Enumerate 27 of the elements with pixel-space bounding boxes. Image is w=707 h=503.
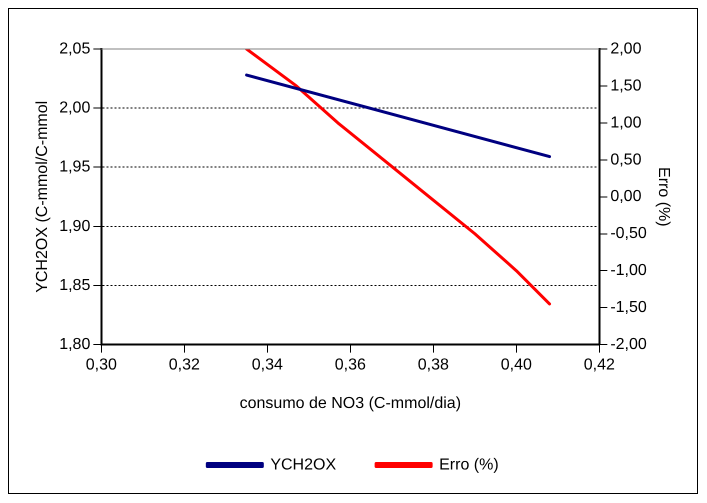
y-tick-label: 1,85 — [59, 276, 90, 294]
y2-tick-label: -0,50 — [610, 225, 647, 242]
y2-tick-label: 1,00 — [610, 114, 642, 132]
x-tick-label: 0,32 — [168, 356, 200, 374]
y2-axis-title: Erro (%) — [654, 167, 672, 227]
x-tick-label: 0,38 — [418, 356, 450, 374]
y-tick-label: 1,80 — [59, 336, 90, 354]
x-tick-label: 0,40 — [500, 356, 532, 374]
y-tick-label: 2,05 — [59, 40, 90, 58]
y2-tick-label: -1,50 — [610, 299, 647, 316]
y-tick-label: 1,90 — [59, 218, 90, 235]
x-tick-label: 0,34 — [252, 356, 284, 374]
y2-tick-label: 2,00 — [610, 40, 642, 58]
x-tick-label: 0,36 — [334, 356, 366, 374]
x-tick-label: 0,42 — [584, 356, 616, 374]
y2-tick-label: 0,00 — [610, 188, 642, 206]
x-tick-label: 0,30 — [86, 356, 118, 374]
y-tick-label: 2,00 — [59, 100, 90, 117]
y2-tick-label: 1,50 — [610, 77, 642, 94]
y2-tick-label: -2,00 — [610, 336, 647, 354]
legend-label: Erro (%) — [439, 456, 499, 474]
legend-label: YCH2OX — [270, 456, 336, 474]
y2-tick-label: -1,00 — [610, 262, 647, 280]
x-axis-title: consumo de NO3 (C-mmol/dia) — [240, 394, 462, 412]
y2-tick-label: 0,50 — [610, 151, 642, 168]
y-tick-label: 1,95 — [59, 158, 90, 176]
y-axis-title: YCH2OX (C-mmol/C-mmol — [34, 100, 52, 293]
